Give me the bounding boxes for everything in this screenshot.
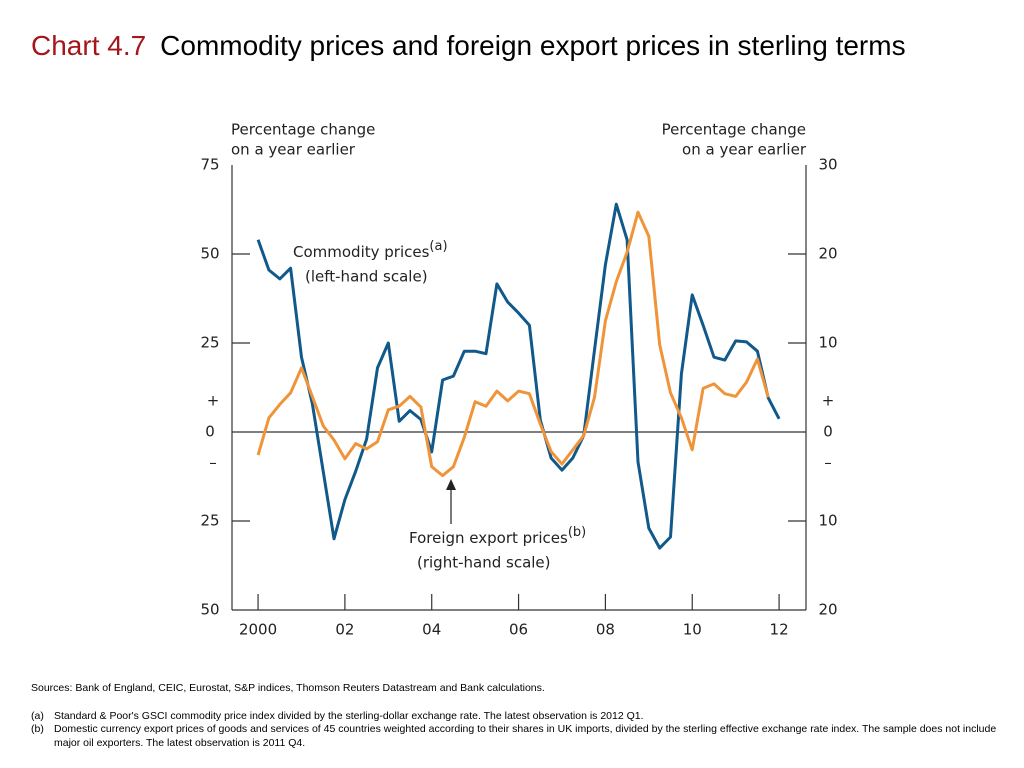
chart-number: Chart 4.7	[31, 30, 147, 61]
series-name: Commodity prices	[293, 243, 430, 261]
y-tick-label: 50	[200, 601, 219, 619]
x-tick-label: 12	[770, 621, 789, 639]
footnote-marker: (a)	[31, 709, 44, 722]
y2-tick-label: 10	[818, 334, 837, 352]
y2-axis-label: on a year earlier	[682, 141, 807, 159]
y2-axis-label: Percentage change	[662, 121, 806, 139]
slide-title: Chart 4.7 Commodity prices and foreign ex…	[31, 28, 991, 64]
x-tick-label: 10	[683, 621, 702, 639]
annotation: (right-hand scale)	[417, 554, 551, 572]
y-tick-label: 25	[200, 512, 219, 530]
chart-title: Commodity prices and foreign export pric…	[160, 30, 906, 61]
series-line	[256, 210, 770, 478]
y2-tick-label: 0	[823, 423, 833, 441]
x-tick-label: 02	[335, 621, 354, 639]
sources: Sources: Bank of England, CEIC, Eurostat…	[31, 682, 545, 694]
x-tick-label: 08	[596, 621, 615, 639]
y-axis-label: Percentage change	[231, 121, 375, 139]
series-line	[256, 202, 781, 550]
footnote: (a) Standard & Poor's GSCI commodity pric…	[31, 710, 1006, 724]
footnote-marker: (b)	[31, 723, 44, 735]
sign-label: –	[209, 454, 217, 472]
footnote: (b) Domestic currency export prices of go…	[31, 723, 1006, 750]
annotation: (left-hand scale)	[305, 268, 428, 286]
y-tick-label: 25	[200, 334, 219, 352]
sign-label: +	[207, 392, 220, 410]
chart: Percentage change on a year earlier Perc…	[200, 121, 837, 639]
y2-tick-label: 20	[818, 601, 837, 619]
note-marker: (a)	[429, 239, 447, 254]
y2-tick-label: 10	[818, 512, 837, 530]
y-tick-label: 0	[205, 423, 215, 441]
y-axis-label: on a year earlier	[231, 141, 356, 159]
x-tick-label: 06	[509, 621, 528, 639]
y-tick-label: 50	[200, 245, 219, 263]
y2-tick-label: 20	[818, 245, 837, 263]
y2-tick-label: 30	[818, 156, 837, 174]
note-marker: (b)	[568, 525, 586, 540]
y-tick-label: 75	[200, 156, 219, 174]
footnote-text: Standard & Poor's GSCI commodity price i…	[54, 709, 644, 722]
x-tick-label: 2000	[239, 621, 277, 639]
arrow-head	[446, 479, 456, 490]
annotation: Commodity prices(a)	[293, 239, 448, 261]
x-tick-label: 04	[422, 621, 441, 639]
sign-label: –	[824, 454, 832, 472]
footnotes: Sources: Bank of England, CEIC, Eurostat…	[31, 682, 1006, 750]
footnote-text: Domestic currency export prices of goods…	[54, 723, 997, 749]
series-name: Foreign export prices	[409, 529, 568, 547]
annotation: Foreign export prices(b)	[409, 525, 586, 547]
sign-label: +	[822, 392, 835, 410]
